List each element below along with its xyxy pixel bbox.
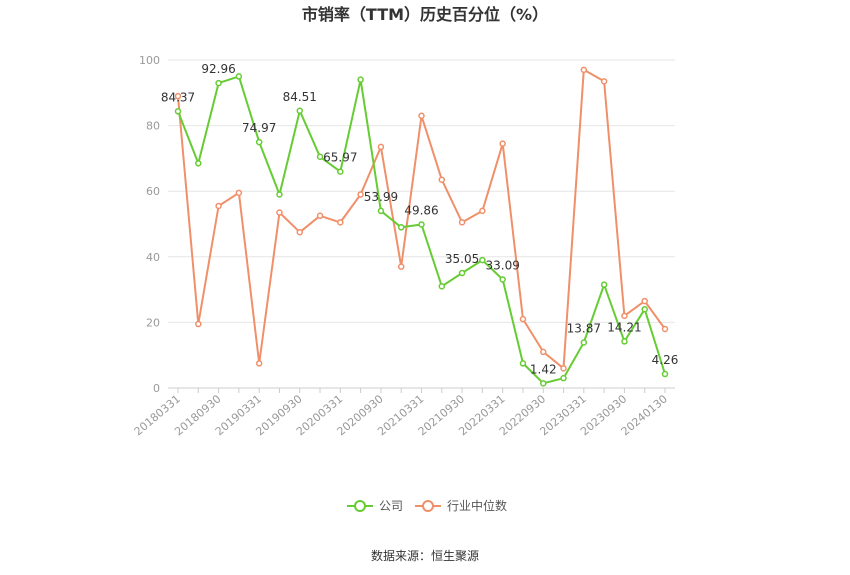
data-point (337, 219, 344, 226)
y-tick-label: 20 (146, 316, 160, 329)
data-point (479, 256, 486, 264)
data-label: 14.21 (607, 320, 641, 334)
y-tick-label: 80 (146, 120, 160, 133)
data-point (641, 297, 648, 305)
data-label: 65.97 (323, 151, 357, 165)
data-point (174, 108, 182, 115)
data-point (276, 191, 283, 198)
data-point (255, 360, 263, 367)
data-point (458, 269, 466, 277)
data-point (479, 207, 486, 215)
data-point (418, 221, 425, 228)
data-point (377, 143, 385, 151)
data-point (357, 191, 364, 198)
source-note: 数据来源：恒生聚源 (371, 548, 479, 563)
y-tick-label: 40 (146, 251, 160, 264)
data-point (560, 374, 567, 382)
data-point (600, 281, 608, 288)
data-label: 84.37 (161, 90, 195, 104)
data-point (235, 73, 243, 80)
y-tick-label: 100 (139, 54, 160, 67)
data-point (621, 312, 628, 320)
data-label: 84.51 (283, 90, 317, 104)
data-label: 49.86 (404, 203, 438, 217)
data-point (418, 112, 425, 120)
data-point (540, 380, 547, 387)
data-point (438, 283, 446, 290)
data-point (296, 107, 303, 115)
grid-lines (168, 59, 675, 389)
data-point (397, 263, 405, 270)
data-point (600, 78, 608, 85)
data-point (215, 79, 222, 87)
legend-item-0[interactable]: 公司 (347, 499, 403, 513)
data-point (377, 207, 385, 215)
data-point (195, 320, 202, 328)
data-point (499, 276, 506, 283)
data-point (195, 160, 202, 167)
data-point (661, 325, 669, 333)
data-label: 33.09 (485, 258, 519, 272)
data-label: 1.42 (530, 362, 557, 376)
data-point (458, 219, 466, 226)
data-point (235, 189, 243, 197)
data-point (357, 76, 364, 83)
data-point (397, 224, 405, 231)
x-axis: 2018033120180930201903312019093020200331… (132, 388, 670, 438)
legend-label: 行业中位数 (447, 498, 507, 513)
data-point (580, 339, 588, 346)
data-label: 35.05 (445, 252, 479, 266)
legend-item-1[interactable]: 行业中位数 (415, 498, 507, 513)
data-point (174, 92, 182, 100)
data-point (215, 202, 222, 210)
series-layer (174, 66, 669, 387)
legend-marker (354, 500, 366, 512)
data-point (560, 365, 567, 372)
data-point (316, 212, 324, 220)
data-labels: 84.37 92.96 74.97 84.51 65.97 53.99 49.86 35.05… (161, 62, 679, 376)
data-point (519, 360, 527, 367)
data-point (337, 168, 344, 175)
data-point (540, 348, 547, 356)
legend[interactable]: 公司 行业中位数 (347, 498, 507, 513)
data-point (499, 140, 506, 147)
y-axis-ticks: 0 20 40 60 80 100 (139, 54, 160, 395)
data-label: 13.87 (567, 322, 601, 336)
data-point (276, 209, 283, 216)
data-point (519, 315, 527, 323)
data-label: 74.97 (242, 121, 276, 135)
y-tick-label: 0 (153, 382, 160, 395)
data-point (316, 153, 324, 161)
legend-label: 公司 (379, 499, 403, 513)
y-tick-label: 60 (146, 185, 160, 198)
data-point (621, 338, 628, 345)
data-point (255, 138, 263, 146)
legend-marker (422, 500, 434, 512)
data-point (641, 306, 648, 313)
data-label: 53.99 (364, 190, 398, 204)
chart-title: 市销率（TTM）历史百分位（%） (302, 5, 548, 24)
data-point (580, 66, 588, 74)
data-point (661, 370, 669, 378)
data-label: 92.96 (201, 62, 235, 76)
data-label: 4.26 (652, 353, 679, 367)
data-point (438, 176, 446, 183)
data-point (296, 228, 303, 236)
